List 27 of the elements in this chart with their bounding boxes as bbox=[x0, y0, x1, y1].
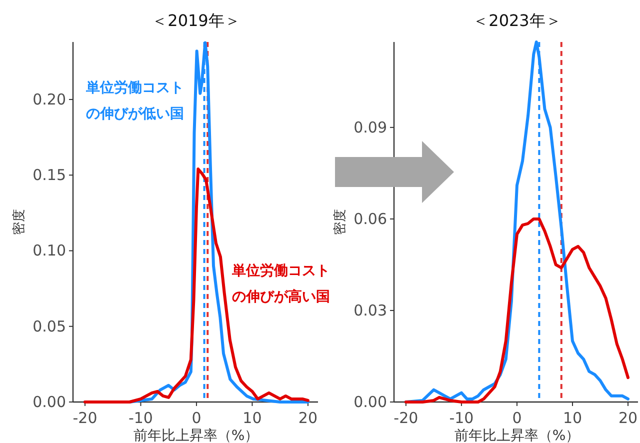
chart-title: ＜2019年＞ bbox=[152, 11, 240, 30]
y-tick-label: 0.10 bbox=[32, 242, 66, 260]
series-label: 単位労働コストの伸びが高い国 bbox=[231, 263, 330, 305]
x-tick-label: -20 bbox=[72, 409, 98, 427]
x-axis-title: 前年比上昇率（%） bbox=[133, 428, 259, 443]
x-tick-label: 10 bbox=[242, 409, 262, 427]
y-tick-label: 0.09 bbox=[354, 118, 387, 136]
y-tick-label: 0.00 bbox=[354, 393, 387, 411]
x-tick-label: 0 bbox=[512, 409, 522, 427]
y-tick-label: 0.15 bbox=[32, 166, 66, 184]
chart-title: ＜2023年＞ bbox=[472, 11, 562, 30]
y-axis-title: 密度 bbox=[332, 209, 348, 235]
y-tick-label: 0.06 bbox=[354, 210, 387, 228]
y-axis-title: 密度 bbox=[11, 209, 27, 235]
y-tick-label: 0.00 bbox=[32, 393, 66, 411]
x-tick-label: 10 bbox=[562, 409, 582, 427]
x-tick-label: -10 bbox=[128, 409, 153, 427]
x-tick-label: 20 bbox=[618, 409, 638, 427]
y-tick-label: 0.05 bbox=[32, 317, 66, 336]
x-tick-label: -10 bbox=[449, 409, 474, 427]
series-label: 単位労働コストの伸びが低い国 bbox=[85, 80, 184, 122]
x-tick-label: 20 bbox=[298, 409, 318, 427]
y-tick-label: 0.20 bbox=[32, 90, 66, 108]
x-axis-title: 前年比上昇率（%） bbox=[454, 428, 580, 443]
x-tick-label: 0 bbox=[192, 409, 202, 427]
x-tick-label: -20 bbox=[394, 409, 418, 427]
y-tick-label: 0.03 bbox=[354, 301, 387, 320]
